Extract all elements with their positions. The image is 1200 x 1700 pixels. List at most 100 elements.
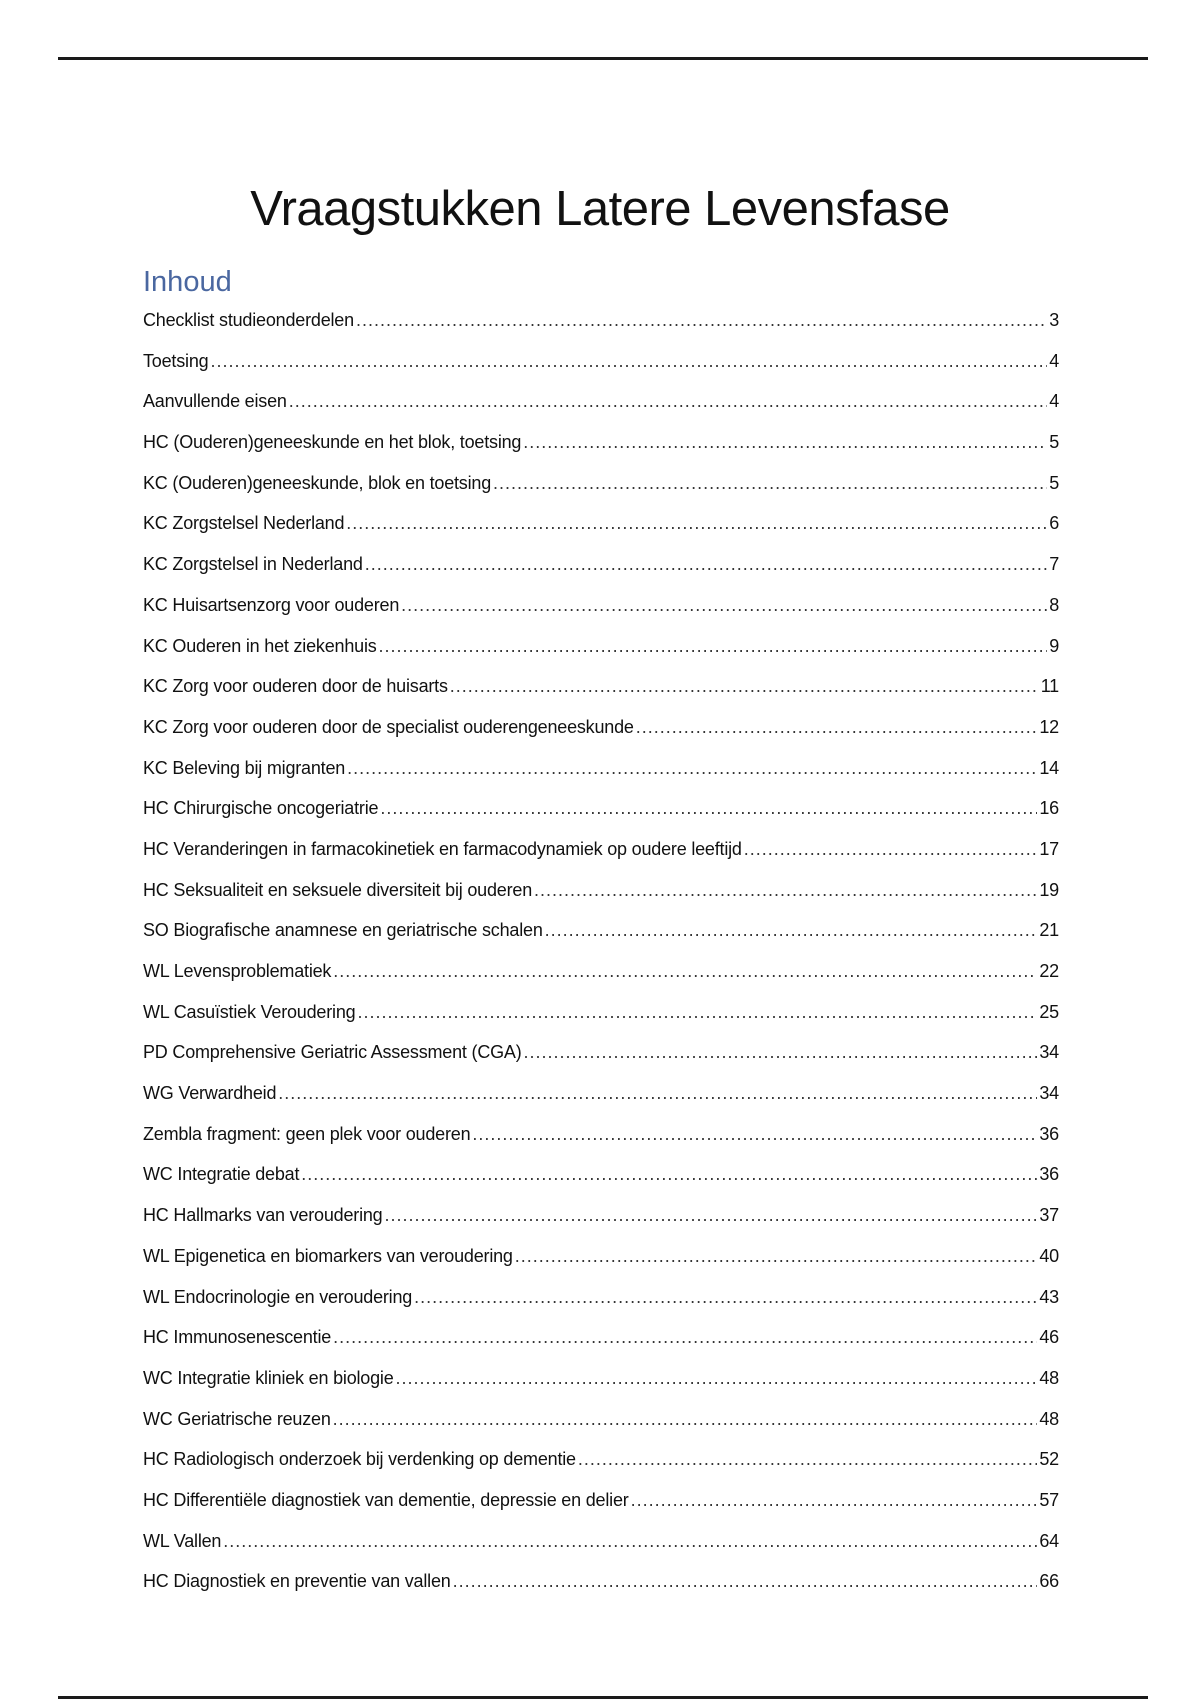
- toc-entry-label[interactable]: KC Zorg voor ouderen door de specialist …: [143, 716, 634, 737]
- toc-entry-label[interactable]: PD Comprehensive Geriatric Assessment (C…: [143, 1042, 522, 1063]
- toc-entry-page[interactable]: 22: [1039, 961, 1059, 981]
- toc-entry-page[interactable]: 9: [1049, 635, 1059, 656]
- toc-entry[interactable]: HC Differentiële diagnostiek van dementi…: [143, 1490, 1059, 1531]
- toc-entry-label[interactable]: KC Zorgstelsel Nederland: [143, 513, 345, 534]
- toc-entry-page[interactable]: 52: [1039, 1449, 1059, 1470]
- toc-entry-page[interactable]: 21: [1039, 920, 1059, 941]
- toc-entry-label[interactable]: KC Beleving bij migranten: [143, 757, 346, 778]
- toc-entry-label[interactable]: HC Veranderingen in farmacokinetiek en f…: [143, 838, 742, 859]
- toc-entry[interactable]: Aanvullende eisen 4: [143, 391, 1059, 432]
- toc-entry-page[interactable]: 25: [1039, 1001, 1059, 1022]
- toc-entry-page[interactable]: 14: [1039, 757, 1059, 778]
- toc-entry[interactable]: HC (Ouderen)geneeskunde en het blok, toe…: [143, 432, 1059, 473]
- toc-entry[interactable]: KC Huisartsenzorg voor ouderen 8: [143, 595, 1059, 636]
- toc-entry[interactable]: WC Geriatrische reuzen 48: [143, 1409, 1059, 1450]
- footer-rule: [58, 1696, 1148, 1699]
- toc-entry-label[interactable]: KC Zorgstelsel in Nederland: [143, 554, 363, 575]
- toc-entry-label[interactable]: HC Diagnostiek en preventie van vallen: [143, 1571, 451, 1592]
- toc-entry-label[interactable]: KC Ouderen in het ziekenhuis: [143, 635, 377, 656]
- toc-entry-page[interactable]: 4: [1049, 391, 1059, 412]
- toc-entry-page[interactable]: 4: [1049, 350, 1059, 371]
- toc-entry-label[interactable]: KC Zorg voor ouderen door de huisarts: [143, 676, 448, 697]
- toc-entry[interactable]: KC Ouderen in het ziekenhuis 9: [143, 636, 1059, 677]
- toc-entry-label[interactable]: HC Seksualiteit en seksuele diversiteit …: [143, 879, 533, 900]
- toc-entry[interactable]: KC Zorg voor ouderen door de specialist …: [143, 717, 1059, 758]
- toc-entry-label[interactable]: KC (Ouderen)geneeskunde, blok en toetsin…: [143, 472, 492, 493]
- toc-entry[interactable]: WL Vallen 64: [143, 1531, 1059, 1572]
- toc-entry-page[interactable]: 5: [1049, 472, 1059, 493]
- toc-entry-page[interactable]: 7: [1049, 554, 1059, 575]
- toc-entry[interactable]: KC (Ouderen)geneeskunde, blok en toetsin…: [143, 473, 1059, 514]
- toc-entry-label[interactable]: WL Vallen: [143, 1530, 222, 1551]
- toc-entry-label[interactable]: Zembla fragment: geen plek voor ouderen: [143, 1123, 471, 1144]
- toc-entry-label[interactable]: WC Geriatrische reuzen: [143, 1408, 331, 1429]
- toc-entry[interactable]: HC Diagnostiek en preventie van vallen 66: [143, 1571, 1059, 1612]
- toc-entry[interactable]: WL Endocrinologie en veroudering 43: [143, 1287, 1059, 1328]
- toc-entry-page[interactable]: 46: [1039, 1327, 1059, 1348]
- toc-entry-label[interactable]: HC Differentiële diagnostiek van dementi…: [143, 1489, 629, 1510]
- toc-entry[interactable]: WL Casuïstiek Veroudering 25: [143, 1002, 1059, 1043]
- toc-entry[interactable]: KC Beleving bij migranten 14: [143, 758, 1059, 799]
- toc-entry-label[interactable]: WC Integratie debat: [143, 1164, 300, 1185]
- toc-entry-label[interactable]: Toetsing: [143, 350, 209, 371]
- toc-entry[interactable]: Toetsing 4: [143, 351, 1059, 392]
- toc-entry-label[interactable]: WL Levensproblematiek: [143, 961, 332, 981]
- toc-entry[interactable]: KC Zorgstelsel in Nederland 7: [143, 554, 1059, 595]
- toc-entry-page[interactable]: 12: [1039, 716, 1059, 737]
- toc-entry[interactable]: KC Zorg voor ouderen door de huisarts 11: [143, 676, 1059, 717]
- toc-entry-label[interactable]: HC Radiologisch onderzoek bij verdenking…: [143, 1449, 576, 1470]
- toc-entry-label[interactable]: HC Immunosenescentie: [143, 1327, 332, 1348]
- toc-entry-page[interactable]: 11: [1040, 676, 1060, 697]
- toc-entry-page[interactable]: 37: [1039, 1205, 1059, 1226]
- toc-entry-page[interactable]: 66: [1039, 1571, 1059, 1592]
- toc-entry[interactable]: Checklist studieonderdelen 3: [143, 310, 1059, 351]
- toc-entry-page[interactable]: 57: [1039, 1489, 1059, 1510]
- toc-entry-label[interactable]: HC Chirurgische oncogeriatrie: [143, 798, 379, 819]
- toc-entry-label[interactable]: HC (Ouderen)geneeskunde en het blok, toe…: [143, 432, 522, 453]
- toc-entry-label[interactable]: WL Casuïstiek Veroudering: [143, 1001, 356, 1022]
- toc-dot-leader: [289, 391, 1047, 412]
- toc-entry-label[interactable]: SO Biografische anamnese en geriatrische…: [143, 920, 543, 941]
- table-of-contents: Checklist studieonderdelen3Toetsing4Aanv…: [143, 310, 1059, 1612]
- toc-entry-label[interactable]: HC Hallmarks van veroudering: [143, 1205, 383, 1226]
- toc-entry-page[interactable]: 64: [1039, 1530, 1059, 1551]
- toc-entry[interactable]: HC Veranderingen in farmacokinetiek en f…: [143, 839, 1059, 880]
- toc-entry[interactable]: WC Integratie debat 36: [143, 1164, 1059, 1205]
- toc-entry[interactable]: KC Zorgstelsel Nederland 6: [143, 513, 1059, 554]
- toc-entry[interactable]: WL Levensproblematiek 22: [143, 961, 1059, 1002]
- toc-entry-page[interactable]: 34: [1039, 1083, 1059, 1104]
- toc-entry-page[interactable]: 48: [1039, 1367, 1059, 1388]
- toc-entry-page[interactable]: 36: [1039, 1164, 1059, 1185]
- toc-entry-page[interactable]: 40: [1039, 1245, 1059, 1266]
- toc-entry[interactable]: WC Integratie kliniek en biologie 48: [143, 1368, 1059, 1409]
- toc-entry[interactable]: HC Immunosenescentie 46: [143, 1327, 1059, 1368]
- toc-entry-page[interactable]: 43: [1039, 1286, 1059, 1307]
- toc-entry-label[interactable]: Checklist studieonderdelen: [143, 310, 354, 330]
- toc-entry-page[interactable]: 19: [1039, 879, 1059, 900]
- toc-entry-label[interactable]: WL Epigenetica en biomarkers van veroude…: [143, 1245, 513, 1266]
- toc-entry-page[interactable]: 6: [1049, 513, 1059, 534]
- toc-entry[interactable]: WG Verwardheid 34: [143, 1083, 1059, 1124]
- toc-entry[interactable]: HC Hallmarks van veroudering 37: [143, 1205, 1059, 1246]
- toc-dot-leader: [493, 473, 1047, 494]
- toc-entry-page[interactable]: 36: [1039, 1123, 1059, 1144]
- toc-entry-label[interactable]: KC Huisartsenzorg voor ouderen: [143, 594, 400, 615]
- toc-entry[interactable]: Zembla fragment: geen plek voor ouderen 3…: [143, 1124, 1059, 1165]
- toc-entry-page[interactable]: 17: [1039, 838, 1059, 859]
- toc-entry[interactable]: HC Radiologisch onderzoek bij verdenking…: [143, 1449, 1059, 1490]
- toc-entry-page[interactable]: 48: [1039, 1408, 1059, 1429]
- toc-entry[interactable]: HC Seksualiteit en seksuele diversiteit …: [143, 880, 1059, 921]
- toc-entry-page[interactable]: 34: [1039, 1042, 1059, 1063]
- toc-entry-label[interactable]: WG Verwardheid: [143, 1083, 277, 1104]
- toc-entry[interactable]: SO Biografische anamnese en geriatrische…: [143, 920, 1059, 961]
- toc-entry-page[interactable]: 16: [1039, 798, 1059, 819]
- toc-entry[interactable]: PD Comprehensive Geriatric Assessment (C…: [143, 1042, 1059, 1083]
- toc-entry-page[interactable]: 8: [1049, 594, 1059, 615]
- toc-entry[interactable]: HC Chirurgische oncogeriatrie 16: [143, 798, 1059, 839]
- toc-entry-label[interactable]: WC Integratie kliniek en biologie: [143, 1367, 394, 1388]
- toc-entry-label[interactable]: Aanvullende eisen: [143, 391, 287, 412]
- toc-entry-page[interactable]: 3: [1049, 310, 1059, 330]
- toc-entry-label[interactable]: WL Endocrinologie en veroudering: [143, 1286, 413, 1307]
- toc-entry-page[interactable]: 5: [1049, 432, 1059, 453]
- toc-entry[interactable]: WL Epigenetica en biomarkers van veroude…: [143, 1246, 1059, 1287]
